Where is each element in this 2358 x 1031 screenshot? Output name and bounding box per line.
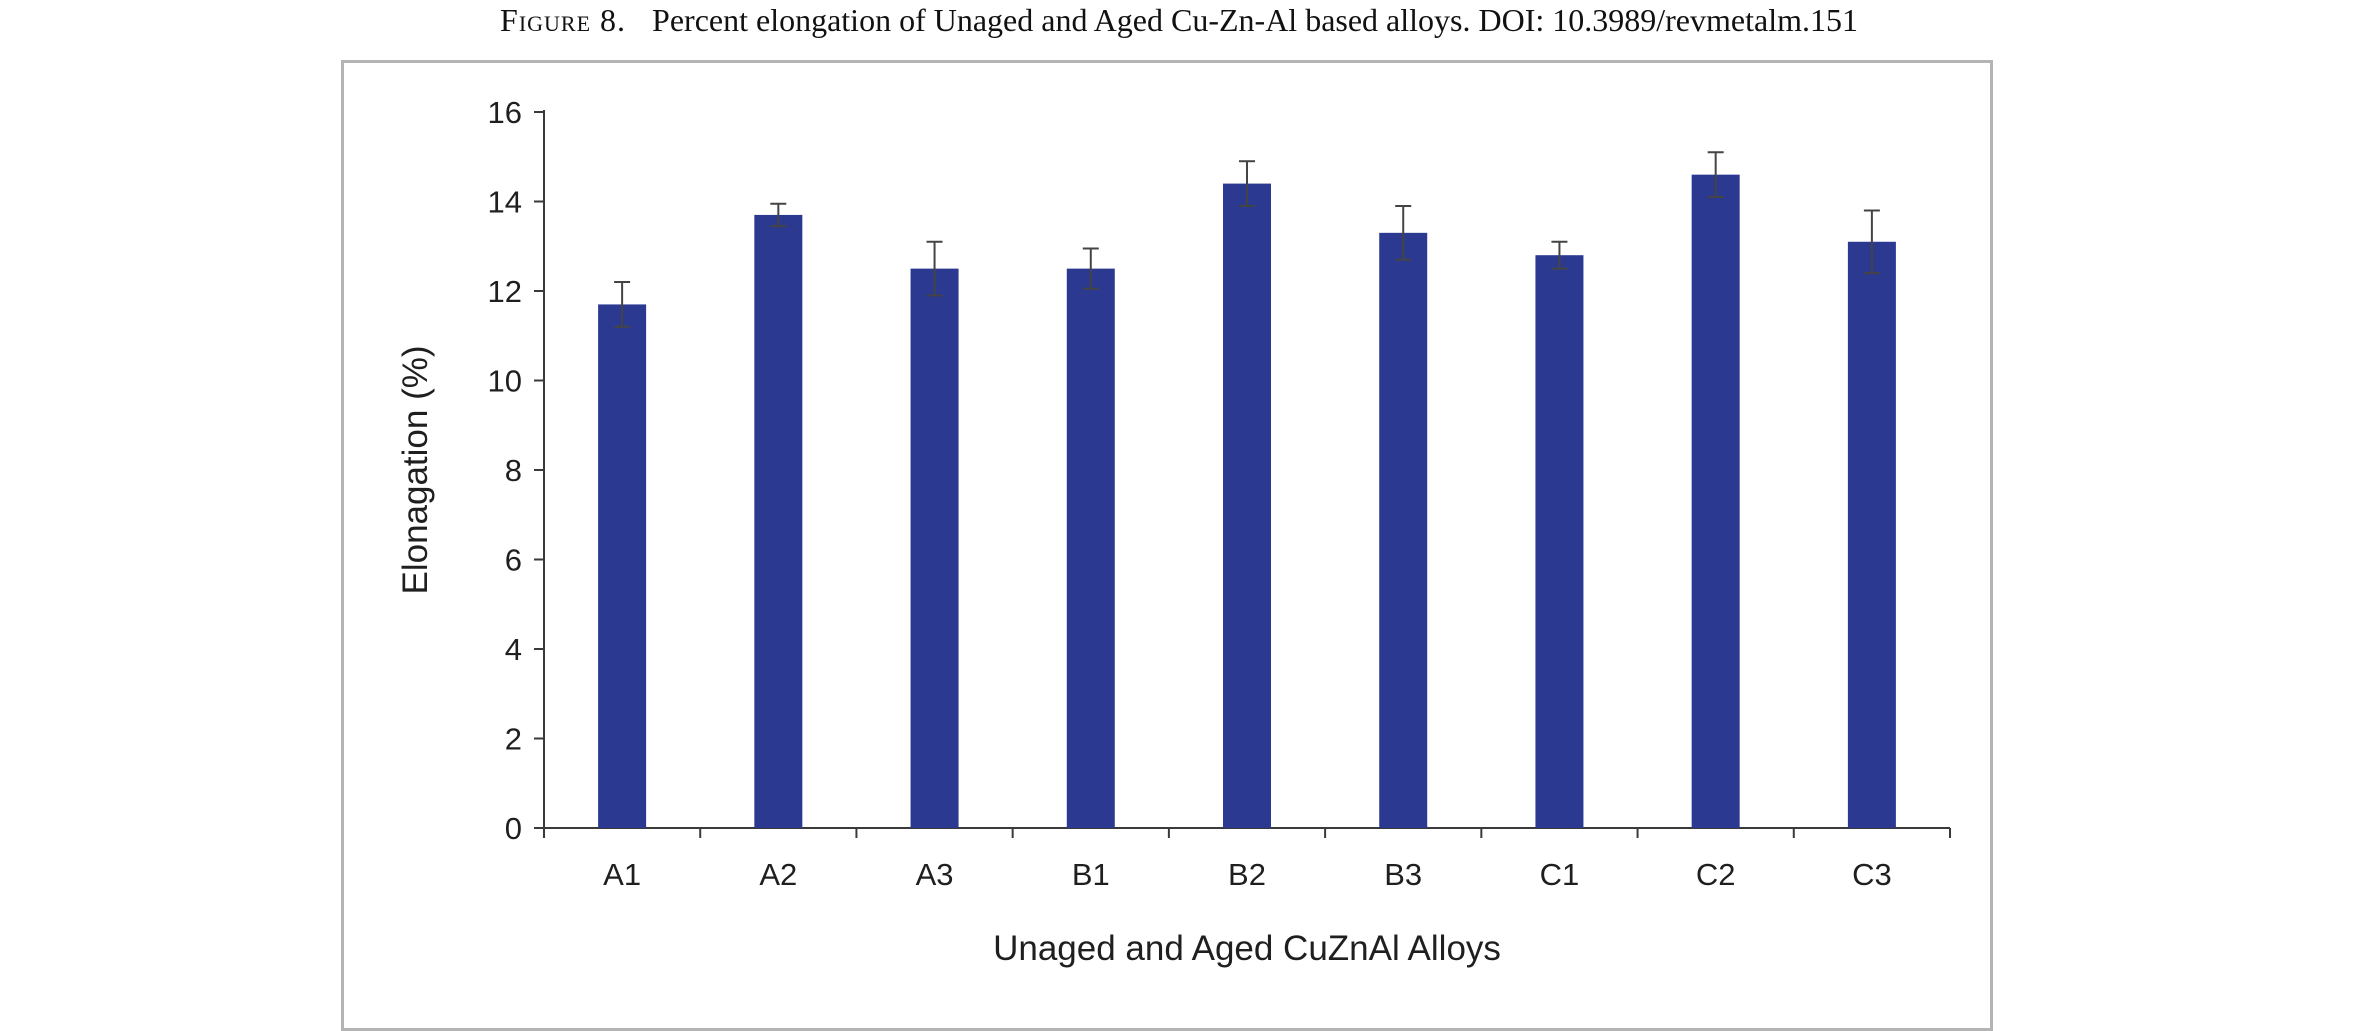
x-tick-label: B3 [1384,857,1422,892]
bar-c2 [1691,174,1740,828]
x-tick-label: B1 [1072,857,1110,892]
bar-a1 [598,304,647,828]
y-tick-label: 0 [505,811,522,846]
y-axis: 0 2 4 6 8 10 12 14 16 [488,95,545,846]
x-tick-label: C3 [1852,857,1892,892]
x-tick-label: C2 [1696,857,1736,892]
x-tick-label: B2 [1228,857,1266,892]
y-tick-label: 12 [488,274,522,309]
bar-b3 [1379,232,1428,828]
error-bars [614,151,1880,328]
x-tick-label: C1 [1540,857,1580,892]
x-tick-label: A2 [759,857,797,892]
elongation-bar-chart: 0 2 4 6 8 10 12 14 16 A1 A2 A3 B1 B2 B3 C1 C2 C3 Unaged … [396,95,1951,968]
x-axis: A1 A2 A3 B1 B2 B3 C1 C2 C3 [543,827,1951,892]
axis-labels: Unaged and Aged CuZnAl Alloys Elonagation… [396,345,1501,968]
y-tick-label: 4 [505,632,522,667]
y-axis-label: Elonagation (%) [396,345,435,594]
y-tick-label: 8 [505,453,522,488]
x-axis-label: Unaged and Aged CuZnAl Alloys [993,929,1501,968]
y-tick-label: 14 [488,185,522,220]
bar-a3 [910,268,959,828]
bar-c1 [1535,255,1584,828]
x-tick-label: A3 [916,857,954,892]
bars [598,174,1896,829]
bar-b2 [1223,183,1271,829]
figure-caption-text: Percent elongation of Unaged and Aged Cu… [652,2,1858,38]
y-tick-label: 16 [488,95,522,130]
chart-frame: 0 2 4 6 8 10 12 14 16 A1 A2 A3 B1 B2 B3 C1 C2 C3 Unaged … [341,60,1993,1031]
y-tick-label: 10 [488,364,522,399]
y-tick-label: 2 [505,722,522,757]
figure-caption: Figure 8. Percent elongation of Unaged an… [0,0,2358,40]
figure-label: Figure 8. [500,2,627,38]
bar-b1 [1066,268,1115,828]
y-tick-label: 6 [505,543,522,578]
bar-a2 [754,214,803,829]
bar-c3 [1847,241,1896,828]
x-tick-label: A1 [603,857,641,892]
